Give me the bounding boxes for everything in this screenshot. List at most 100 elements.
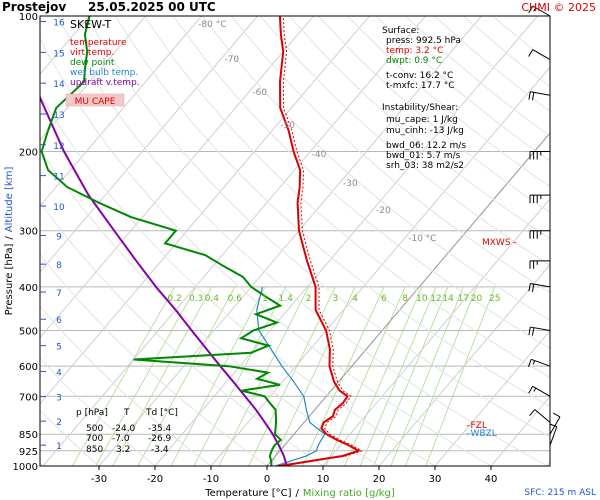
dry-adiabat-line — [40, 305, 212, 466]
level-table-header-td: Td [°C] — [145, 408, 178, 418]
x-tick-label: 30 — [429, 474, 442, 485]
altitude-tick-label: 5 — [56, 343, 62, 353]
mixing-ratio-line — [193, 286, 287, 466]
mixing-ratio-label: 14 — [442, 294, 454, 304]
mixing-ratio-label: 17 — [458, 294, 469, 304]
credit-text: CHMI © 2025 — [521, 1, 596, 14]
wbzl-marker: –WBZL — [466, 429, 497, 439]
sfc-label: SFC: 215 m ASL — [524, 488, 596, 498]
x-tick-label: 20 — [373, 474, 386, 485]
isotherm-line — [434, 329, 550, 466]
wind-barb — [529, 194, 550, 204]
mixing-ratio-label: 0.6 — [228, 294, 243, 304]
pressure-tick-label: 300 — [19, 227, 38, 238]
mixing-ratio-label: 25 — [489, 294, 500, 304]
altitude-tick-label: 11 — [53, 173, 64, 183]
dry-adiabat-line — [288, 16, 550, 240]
altitude-tick-label: 15 — [53, 49, 64, 59]
instability-title: Instability/Shear: — [382, 103, 458, 113]
mixing-ratio-line — [170, 286, 266, 466]
isotherm-line — [322, 198, 550, 466]
wbzl-label: WBZL — [471, 429, 497, 439]
mixing-ratio-label: 20 — [471, 294, 483, 304]
legend-virt-temp: virt.temp. — [70, 48, 114, 58]
altitude-tick-label: 12 — [53, 142, 64, 152]
mixing-ratio-line — [425, 286, 496, 466]
sounding-datetime: 25.05.2025 00 UTC — [88, 0, 216, 14]
isotherm-line — [40, 16, 146, 141]
altitude-tick-label: 1 — [56, 442, 62, 452]
dry-adiabat-line — [40, 201, 324, 466]
mixing-ratio-label: 2 — [306, 294, 312, 304]
isotherm-zero-line — [266, 132, 550, 466]
mxws-marker: MXWS – — [482, 238, 518, 248]
altitude-tick-label: 3 — [56, 394, 62, 404]
mixing-ratio-line — [71, 286, 176, 466]
wind-barb — [529, 230, 550, 239]
surface-dwpt: dwpt: 0.9 °C — [386, 56, 442, 66]
mixing-ratio-line — [373, 286, 449, 466]
legend-temperature: temperature — [70, 38, 127, 48]
wind-barb — [528, 326, 551, 336]
pressure-axis-ticks: 1000 925 850 700 600 500 400 300 200 100 — [13, 12, 38, 473]
surface-title: Surface: — [382, 26, 419, 36]
dry-adiabat-line — [40, 94, 436, 466]
dry-adiabat-line — [40, 148, 380, 466]
mixing-ratio-label: 1 — [262, 294, 268, 304]
isotherm-line — [98, 16, 482, 466]
x-tick-label: 40 — [485, 474, 498, 485]
mixing-ratio-line — [218, 286, 309, 466]
isotherm-lines — [40, 16, 550, 466]
dry-adiabat-line — [201, 16, 550, 321]
legend-dew-point: dew point — [70, 58, 115, 68]
dry-adiabat-line — [172, 16, 550, 350]
isotherm-line — [40, 16, 258, 273]
altitude-tick-label: 14 — [53, 80, 65, 90]
altitude-tick-label: 13 — [53, 111, 64, 121]
isotherm-labels: -80 °C -70 -60 -50 -40 -30 -20 -10 °C — [198, 20, 436, 244]
pressure-tick-label: 1000 — [13, 462, 38, 473]
isotherm-label: -80 °C — [198, 20, 226, 30]
isotherm-line — [40, 16, 370, 405]
y-axis-separator: / — [4, 236, 15, 240]
mixing-ratio-label: 3 — [332, 294, 338, 304]
isotherm-label: -50 — [280, 121, 295, 131]
wind-barbs — [528, 5, 561, 446]
mixing-ratio-label: 10 — [416, 294, 428, 304]
isotherm-label: -40 — [312, 150, 327, 160]
fzl-label: FZL — [471, 421, 487, 431]
x-tick-label: -10 — [203, 474, 219, 485]
fzl-marker: –FZL — [466, 421, 487, 431]
x-axis-title: Temperature [°C] / Mixing ratio [g/kg] — [204, 488, 395, 499]
isotherm-label: -20 — [376, 206, 391, 216]
level-table: p [hPa] T Td [°C] 500 -24.0 -35.4 700 -7… — [76, 408, 178, 455]
mu-cape-box — [65, 93, 125, 107]
surface-info: Surface: press: 992.5 hPa temp: 3.2 °C d… — [382, 26, 461, 91]
isotherm-label: -60 — [252, 88, 267, 98]
level-table-header-p: p [hPa] — [76, 408, 108, 418]
isotherm-label: -10 °C — [408, 234, 436, 244]
surface-tmxfc: t-mxfc: 17.7 °C — [386, 81, 455, 91]
altitude-tick-label: 16 — [53, 19, 65, 29]
surface-temp: temp: 3.2 °C — [386, 46, 443, 56]
instability-info: Instability/Shear: mu_cape: 1 J/kg mu_ci… — [382, 103, 466, 171]
wind-barb — [528, 5, 551, 17]
legend-wet-bulb: wet bulb temp. — [70, 68, 138, 78]
dry-adiabat-line — [433, 16, 550, 112]
mixing-ratio-label: 0.4 — [205, 294, 220, 304]
level-table-cell: 700 — [86, 434, 103, 444]
pressure-tick-label: 200 — [19, 147, 38, 158]
level-table-cell: 500 — [86, 424, 103, 434]
mixing-ratio-line — [405, 286, 477, 466]
dry-adiabat-line — [317, 16, 550, 214]
mixing-ratio-line — [325, 286, 406, 466]
pressure-tick-label: 850 — [19, 430, 38, 441]
mixing-ratio-line — [248, 286, 336, 466]
mixing-ratio-label: 0.2 — [167, 294, 181, 304]
pressure-tick-label: 500 — [19, 327, 38, 338]
altitude-tick-label: 9 — [56, 232, 62, 242]
wind-barb — [528, 282, 551, 293]
isotherm-label: -30 — [343, 179, 358, 189]
profiles — [40, 16, 363, 466]
